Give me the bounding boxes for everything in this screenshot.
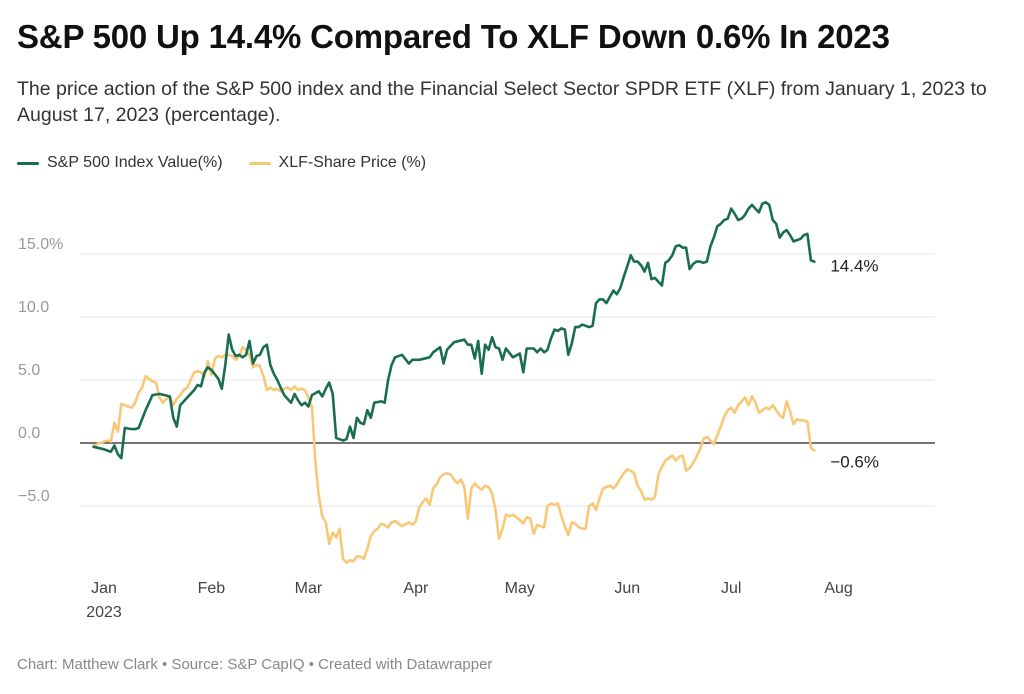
x-tick-label: May	[505, 580, 535, 597]
series-layer	[92, 201, 816, 564]
x-tick-year-label: 2023	[86, 604, 122, 621]
x-tick-label: Mar	[295, 580, 323, 597]
legend-item-xlf: XLF-Share Price (%)	[248, 154, 427, 172]
chart-footer: Chart: Matthew Clark • Source: S&P CapIQ…	[17, 656, 493, 673]
x-tick-label: Jul	[721, 580, 741, 597]
x-tick-label: Feb	[198, 580, 226, 597]
chart-subtitle: The price action of the S&P 500 index an…	[17, 78, 987, 126]
legend-swatch-sp500	[17, 161, 39, 165]
x-tick-label: Apr	[403, 580, 429, 597]
x-tick-label: Jun	[614, 580, 640, 597]
legend: S&P 500 Index Value(%) XLF-Share Price (…	[17, 154, 426, 172]
series-line-sp500	[92, 201, 816, 460]
y-tick-label: 5.0	[18, 362, 40, 379]
chart-title: S&P 500 Up 14.4% Compared To XLF Down 0.…	[17, 18, 890, 55]
end-label-xlf: −0.6%	[830, 453, 879, 472]
legend-item-sp500: S&P 500 Index Value(%)	[17, 154, 223, 172]
x-tick-label: Jan	[91, 580, 117, 597]
legend-label-xlf: XLF-Share Price (%)	[278, 154, 427, 171]
y-tick-label: 15.0%	[18, 236, 63, 253]
y-tick-label: 0.0	[18, 425, 40, 442]
legend-label-sp500: S&P 500 Index Value(%)	[47, 154, 223, 171]
legend-swatch-xlf	[248, 161, 271, 165]
label-layer: 15.0% 10.0 5.0 0.0 −5.0 Jan 2023 Feb Mar Apr May Ju…	[18, 236, 879, 621]
end-label-sp500: 14.4%	[830, 257, 878, 276]
grid-layer	[80, 253, 935, 507]
y-tick-label: −5.0	[18, 488, 50, 505]
x-tick-label: Aug	[824, 580, 852, 597]
series-line-xlf	[92, 345, 816, 564]
y-tick-label: 10.0	[18, 299, 49, 316]
